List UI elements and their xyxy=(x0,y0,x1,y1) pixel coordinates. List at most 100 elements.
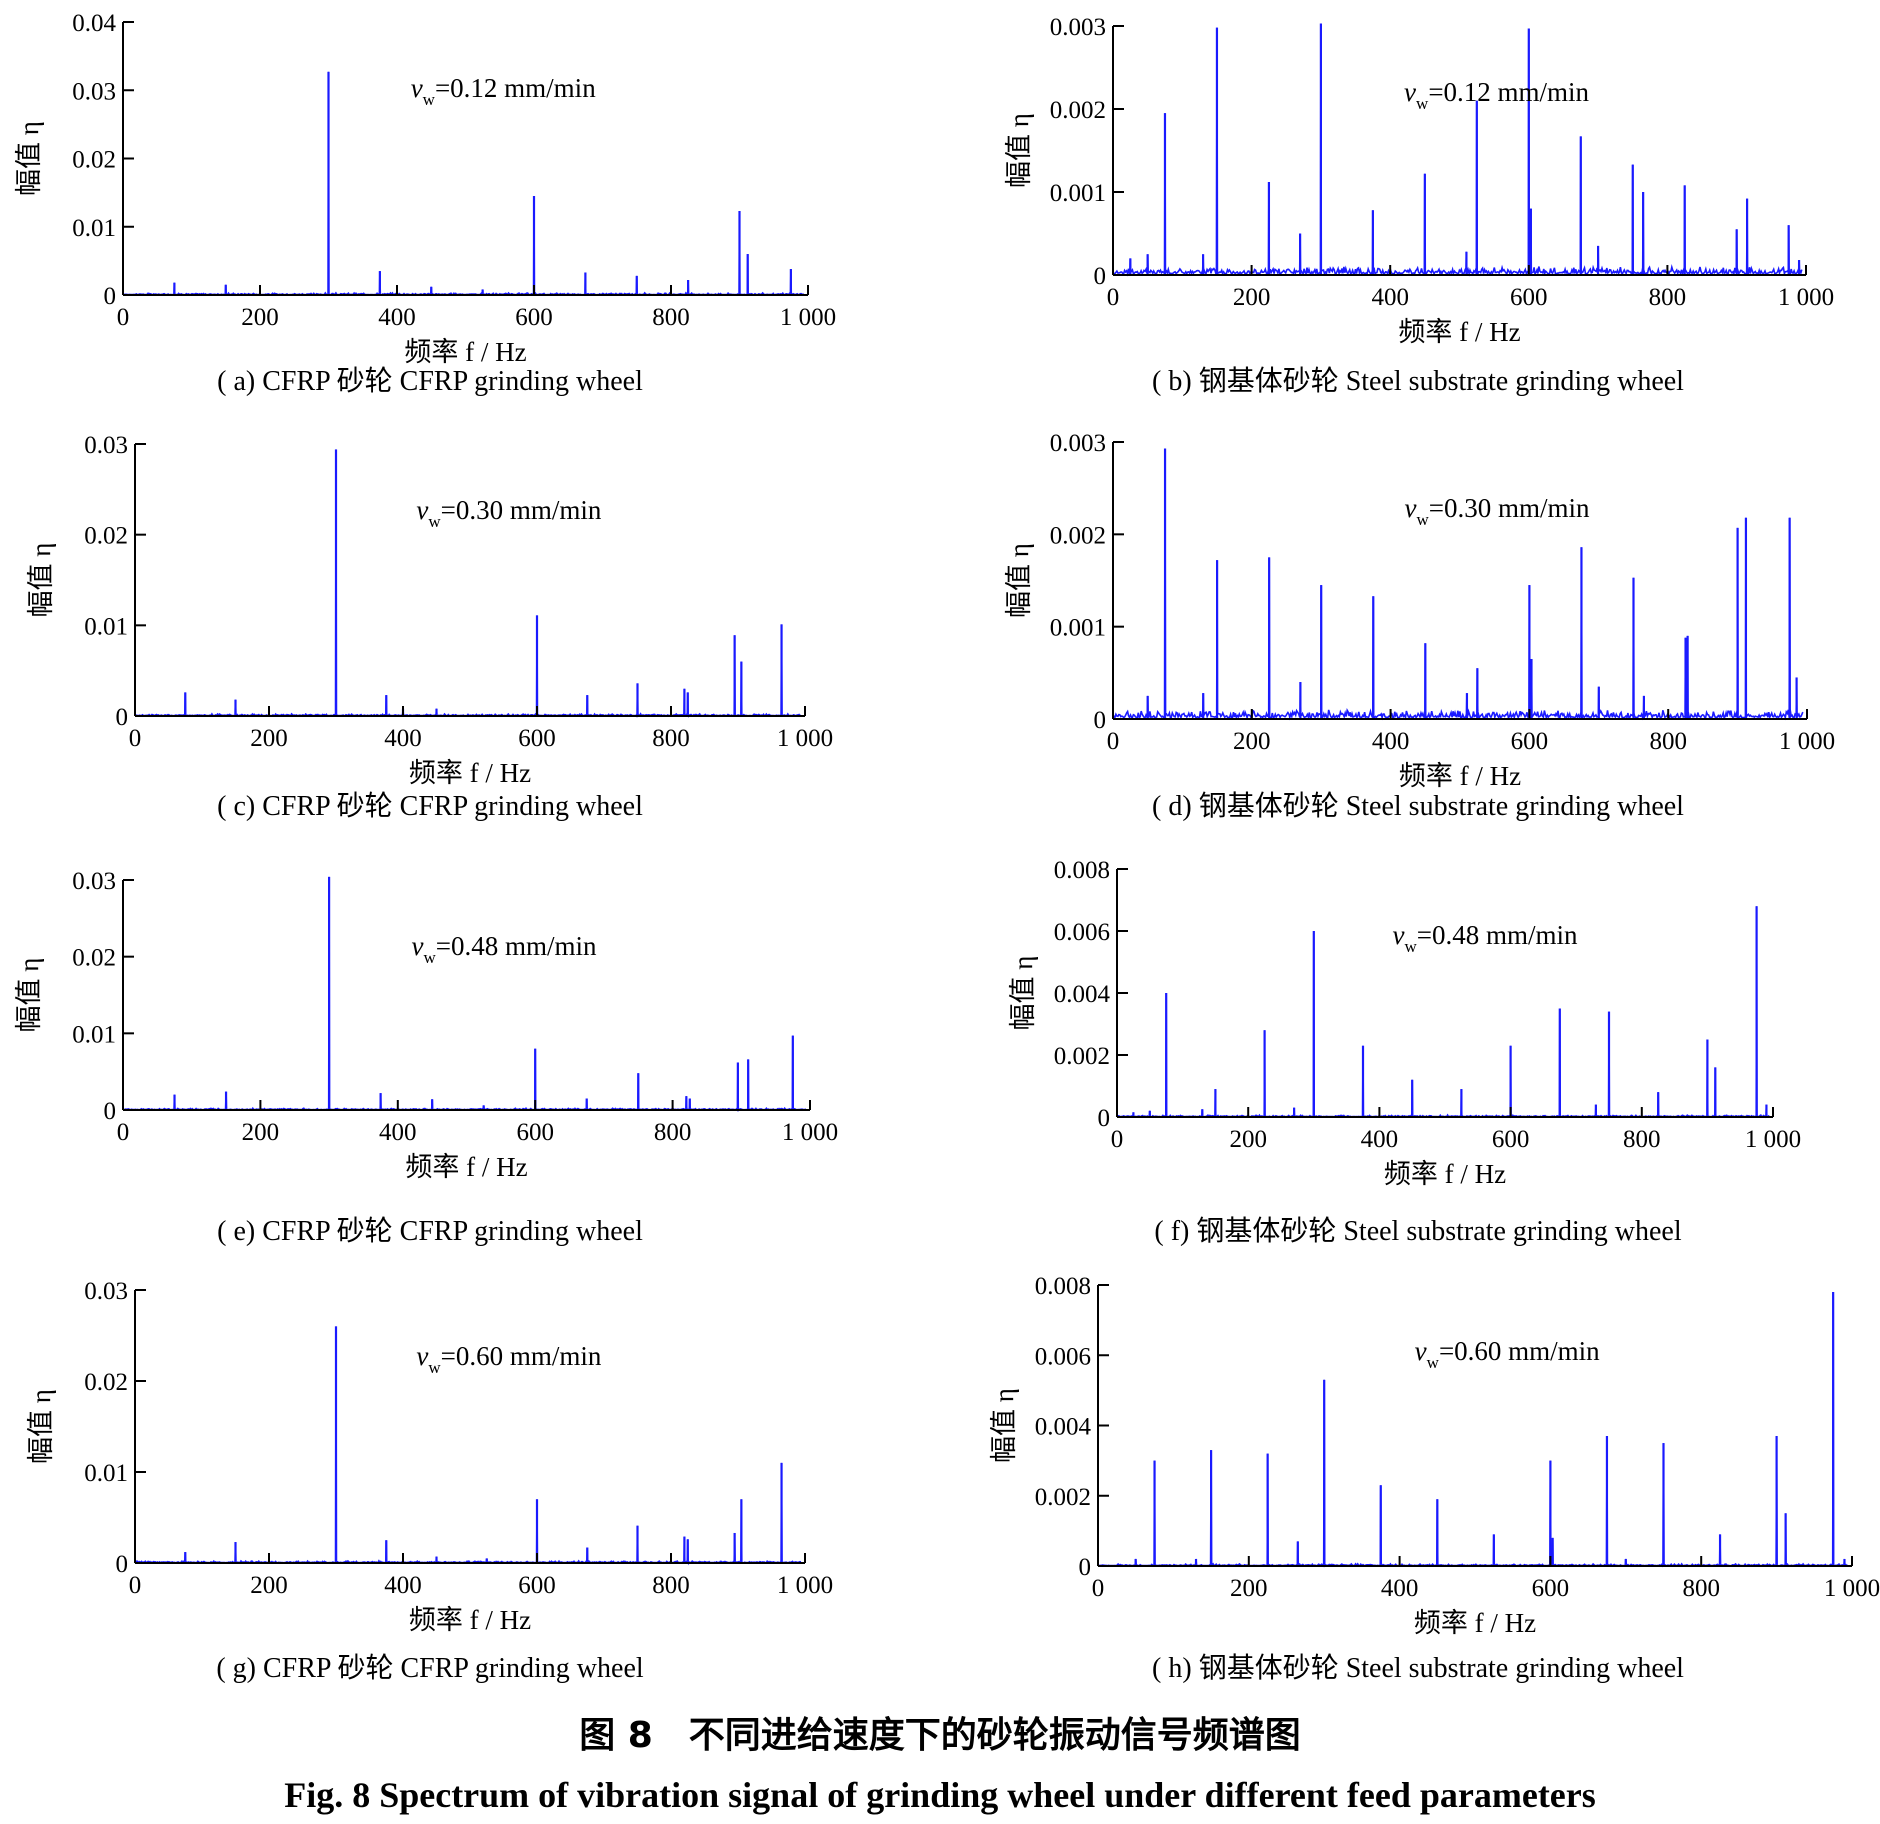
panel-a: 0 200 400 600 800 1 000 0 0.01 0.02 0.03 0.04 频率 f … xyxy=(14,10,836,397)
annotation-d: vw=0.30 mm/min xyxy=(1404,493,1590,529)
x-tick-label-f-1: 200 xyxy=(1229,1126,1267,1153)
y-tick-label-a-4: 0.04 xyxy=(72,10,116,37)
x-tick-label-c-2: 400 xyxy=(384,725,422,752)
x-tick-label-f-4: 800 xyxy=(1623,1126,1661,1153)
y-tick-label-h-0: 0 xyxy=(1079,1554,1092,1581)
y-tick-label-d-2: 0.002 xyxy=(1050,522,1106,549)
y-tick-label-b-3: 0.003 xyxy=(1050,14,1106,41)
x-tick-label-a-0: 0 xyxy=(117,304,130,331)
y-tick-label-f-3: 0.006 xyxy=(1054,919,1110,946)
panel-e: 0 200 400 600 800 1 000 0 0.01 0.02 0.03 频率 f / Hz… xyxy=(14,868,838,1247)
x-axis-label-a: 频率 f / Hz xyxy=(404,337,526,367)
y-axis-label-b: 幅值 η xyxy=(1004,113,1034,188)
figure-caption-en: Fig. 8 Spectrum of vibration signal of g… xyxy=(284,1775,1596,1815)
y-tick-label-a-0: 0 xyxy=(104,283,117,310)
y-tick-label-b-2: 0.002 xyxy=(1050,97,1106,124)
x-tick-label-d-4: 800 xyxy=(1649,728,1687,755)
y-tick-label-c-0: 0 xyxy=(116,704,129,731)
y-tick-label-h-4: 0.008 xyxy=(1035,1273,1091,1300)
y-tick-label-e-2: 0.02 xyxy=(72,945,116,972)
y-tick-label-a-3: 0.03 xyxy=(72,78,116,105)
x-axis-label-c: 频率 f / Hz xyxy=(409,758,531,788)
x-tick-label-e-3: 600 xyxy=(516,1119,554,1146)
panel-caption-b: ( b) 钢基体砂轮 Steel substrate grinding whee… xyxy=(1152,365,1684,397)
x-tick-label-c-5: 1 000 xyxy=(777,725,833,752)
panel-g: 0 200 400 600 800 1 000 0 0.01 0.02 0.03 频率 f / Hz… xyxy=(26,1278,833,1684)
x-tick-label-c-4: 800 xyxy=(652,725,690,752)
annotation-f: vw=0.48 mm/min xyxy=(1393,920,1579,956)
x-tick-label-e-2: 400 xyxy=(379,1119,417,1146)
x-tick-label-b-1: 200 xyxy=(1233,284,1271,311)
x-tick-label-f-3: 600 xyxy=(1492,1126,1530,1153)
x-tick-label-d-0: 0 xyxy=(1107,728,1120,755)
x-tick-label-g-1: 200 xyxy=(250,1572,288,1599)
x-tick-label-h-3: 600 xyxy=(1532,1575,1570,1602)
x-tick-label-g-3: 600 xyxy=(518,1572,556,1599)
y-axis-label-f: 幅值 η xyxy=(1008,956,1038,1031)
x-tick-label-a-4: 800 xyxy=(652,304,690,331)
y-tick-label-e-3: 0.03 xyxy=(72,868,116,895)
x-tick-label-d-2: 400 xyxy=(1372,728,1410,755)
y-tick-label-g-2: 0.02 xyxy=(84,1369,128,1396)
y-axis-label-d: 幅值 η xyxy=(1004,543,1034,618)
y-tick-label-f-2: 0.004 xyxy=(1054,981,1111,1008)
x-axis-label-f: 频率 f / Hz xyxy=(1384,1159,1506,1189)
x-tick-label-d-3: 600 xyxy=(1511,728,1549,755)
y-tick-label-g-3: 0.03 xyxy=(84,1278,128,1305)
x-tick-label-e-4: 800 xyxy=(654,1119,692,1146)
x-tick-label-c-3: 600 xyxy=(518,725,556,752)
x-tick-label-a-5: 1 000 xyxy=(780,304,836,331)
x-tick-label-g-4: 800 xyxy=(652,1572,690,1599)
x-axis-label-g: 频率 f / Hz xyxy=(409,1605,531,1635)
x-axis-label-h: 频率 f / Hz xyxy=(1414,1608,1536,1638)
x-tick-label-f-5: 1 000 xyxy=(1745,1126,1801,1153)
y-tick-label-e-0: 0 xyxy=(104,1098,117,1125)
y-tick-label-c-3: 0.03 xyxy=(84,432,128,459)
y-tick-label-c-1: 0.01 xyxy=(84,613,128,640)
y-tick-label-d-0: 0 xyxy=(1094,707,1107,734)
x-tick-label-h-1: 200 xyxy=(1230,1575,1268,1602)
y-tick-label-g-1: 0.01 xyxy=(84,1460,128,1487)
x-tick-label-g-5: 1 000 xyxy=(777,1572,833,1599)
y-tick-label-h-1: 0.002 xyxy=(1035,1484,1091,1511)
series-line-e xyxy=(122,876,807,1112)
figure-caption-cn: 图 8 不同进给速度下的砂轮振动信号频谱图 xyxy=(579,1715,1301,1756)
x-tick-label-g-2: 400 xyxy=(384,1572,422,1599)
x-tick-label-d-5: 1 000 xyxy=(1779,728,1835,755)
panel-c: 0 200 400 600 800 1 000 0 0.01 0.02 0.03 频率 f / Hz… xyxy=(26,432,833,822)
y-tick-label-f-4: 0.008 xyxy=(1054,857,1110,884)
x-tick-label-f-2: 400 xyxy=(1361,1126,1399,1153)
y-tick-label-b-0: 0 xyxy=(1094,263,1107,290)
y-tick-label-h-3: 0.006 xyxy=(1035,1343,1091,1370)
y-axis-label-e: 幅值 η xyxy=(14,958,44,1033)
x-tick-label-b-3: 600 xyxy=(1510,284,1548,311)
x-tick-label-h-2: 400 xyxy=(1381,1575,1419,1602)
x-tick-label-b-4: 800 xyxy=(1649,284,1687,311)
y-tick-label-a-1: 0.01 xyxy=(72,215,116,242)
annotation-h: vw=0.60 mm/min xyxy=(1415,1336,1601,1372)
annotation-a: vw=0.12 mm/min xyxy=(411,73,597,109)
x-tick-label-h-4: 800 xyxy=(1682,1575,1720,1602)
annotation-e: vw=0.48 mm/min xyxy=(412,931,598,967)
panel-caption-h: ( h) 钢基体砂轮 Steel substrate grinding whee… xyxy=(1152,1652,1684,1684)
y-axis-label-a: 幅值 η xyxy=(14,121,44,196)
y-tick-label-f-0: 0 xyxy=(1098,1105,1111,1132)
panel-f: 0 200 400 600 800 1 000 0 0.002 0.004 0.006 0.008 频… xyxy=(1008,857,1801,1247)
x-tick-label-b-5: 1 000 xyxy=(1778,284,1834,311)
y-tick-label-b-1: 0.001 xyxy=(1050,180,1106,207)
x-tick-label-b-2: 400 xyxy=(1371,284,1409,311)
panel-caption-f: ( f) 钢基体砂轮 Steel substrate grinding whee… xyxy=(1154,1215,1681,1247)
y-tick-label-d-3: 0.003 xyxy=(1050,430,1106,457)
x-axis-label-b: 频率 f / Hz xyxy=(1398,317,1520,347)
series-line-b xyxy=(1112,23,1803,277)
series-line-a xyxy=(122,71,804,297)
panel-h: 0 200 400 600 800 1 000 0 0.002 0.004 0.006 0.008 频… xyxy=(989,1273,1880,1684)
x-tick-label-d-1: 200 xyxy=(1233,728,1271,755)
panel-d: 0 200 400 600 800 1 000 0 0.001 0.002 0.003 频率 f /… xyxy=(1004,430,1835,822)
panel-caption-e: ( e) CFRP 砂轮 CFRP grinding wheel xyxy=(217,1215,643,1247)
x-tick-label-h-0: 0 xyxy=(1092,1575,1105,1602)
x-tick-label-a-3: 600 xyxy=(515,304,553,331)
y-tick-label-a-2: 0.02 xyxy=(72,147,116,174)
y-axis-label-c: 幅值 η xyxy=(26,543,56,618)
x-tick-label-f-0: 0 xyxy=(1111,1126,1124,1153)
